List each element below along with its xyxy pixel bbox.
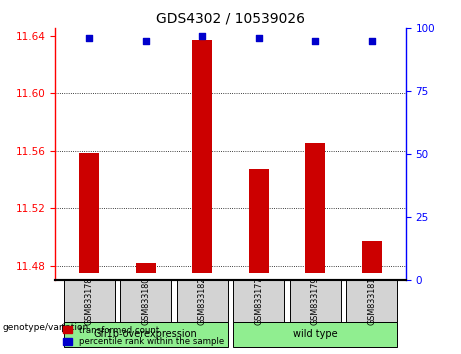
Text: Gfi1b-overexpression: Gfi1b-overexpression xyxy=(94,329,198,339)
FancyBboxPatch shape xyxy=(177,280,228,321)
FancyBboxPatch shape xyxy=(233,280,284,321)
Bar xyxy=(79,154,99,273)
Legend: transformed count, percentile rank within the sample: transformed count, percentile rank withi… xyxy=(59,322,227,350)
Bar xyxy=(249,169,269,273)
Point xyxy=(199,33,206,39)
Point xyxy=(255,35,262,41)
Text: GSM833178: GSM833178 xyxy=(85,276,94,325)
Point xyxy=(368,38,375,44)
FancyBboxPatch shape xyxy=(233,321,397,347)
Title: GDS4302 / 10539026: GDS4302 / 10539026 xyxy=(156,12,305,26)
Text: GSM833182: GSM833182 xyxy=(198,276,207,325)
Text: GSM833180: GSM833180 xyxy=(141,277,150,325)
Text: wild type: wild type xyxy=(293,329,337,339)
Bar xyxy=(362,241,382,273)
Point xyxy=(312,38,319,44)
Text: GSM833181: GSM833181 xyxy=(367,277,376,325)
FancyBboxPatch shape xyxy=(64,321,228,347)
Bar xyxy=(305,143,325,273)
FancyBboxPatch shape xyxy=(346,280,397,321)
Text: GSM833179: GSM833179 xyxy=(311,276,320,325)
Text: ▶: ▶ xyxy=(62,322,71,332)
FancyBboxPatch shape xyxy=(120,280,171,321)
Bar xyxy=(136,263,156,273)
Bar xyxy=(192,40,212,273)
Point xyxy=(142,38,149,44)
Text: GSM833177: GSM833177 xyxy=(254,276,263,325)
Point xyxy=(86,35,93,41)
Text: genotype/variation: genotype/variation xyxy=(2,323,89,332)
FancyBboxPatch shape xyxy=(290,280,341,321)
FancyBboxPatch shape xyxy=(64,280,115,321)
